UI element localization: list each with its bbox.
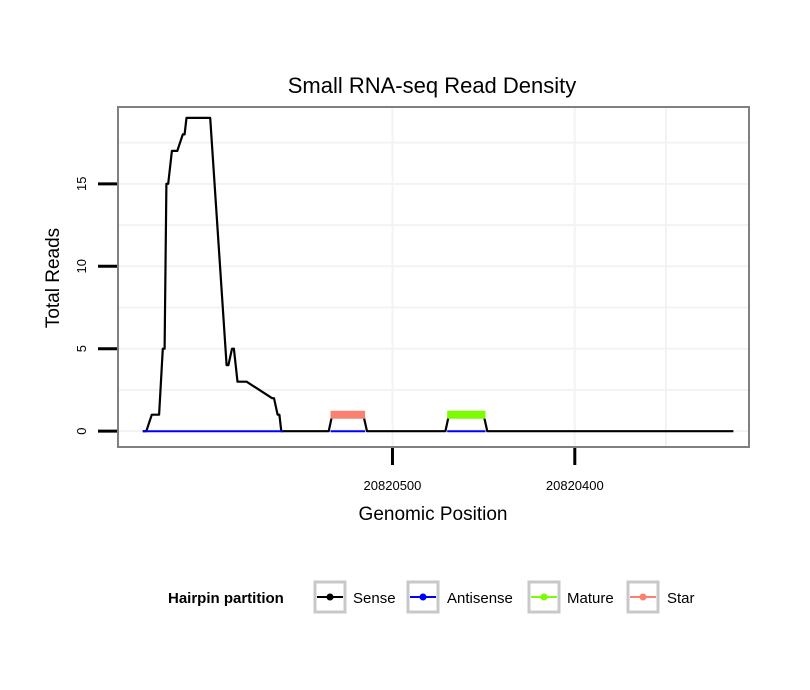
legend-item-star: Star [626, 580, 695, 614]
x-axis-title: Genomic Position [359, 504, 508, 525]
x-axis: 20820500 20820400 [364, 448, 604, 493]
legend-title: Hairpin partition [168, 590, 284, 607]
legend: Hairpin partition Sense Antisense Mature… [168, 580, 695, 614]
legend-point-mature [540, 593, 548, 601]
legend-item-antisense: Antisense [406, 580, 513, 614]
legend-label-star: Star [667, 590, 695, 607]
legend-label-mature: Mature [567, 590, 614, 607]
legend-point-sense [326, 593, 334, 601]
y-tick-label: 0 [74, 428, 89, 435]
y-tick-label: 10 [74, 259, 89, 273]
x-tick-label: 20820400 [546, 478, 604, 493]
legend-item-sense: Sense [313, 580, 396, 614]
x-tick-label: 20820500 [364, 478, 422, 493]
series-layer [142, 116, 734, 433]
legend-label-sense: Sense [353, 590, 396, 607]
y-tick-label: 15 [74, 177, 89, 191]
y-tick-label: 5 [74, 345, 89, 352]
legend-label-antisense: Antisense [447, 590, 513, 607]
y-axis: 0 5 10 15 [74, 177, 117, 435]
y-axis-title: Total Reads [43, 228, 64, 328]
chart-title: Small RNA-seq Read Density [288, 73, 577, 98]
legend-point-antisense [419, 593, 427, 601]
legend-point-star [639, 593, 647, 601]
legend-item-mature: Mature [527, 580, 614, 614]
